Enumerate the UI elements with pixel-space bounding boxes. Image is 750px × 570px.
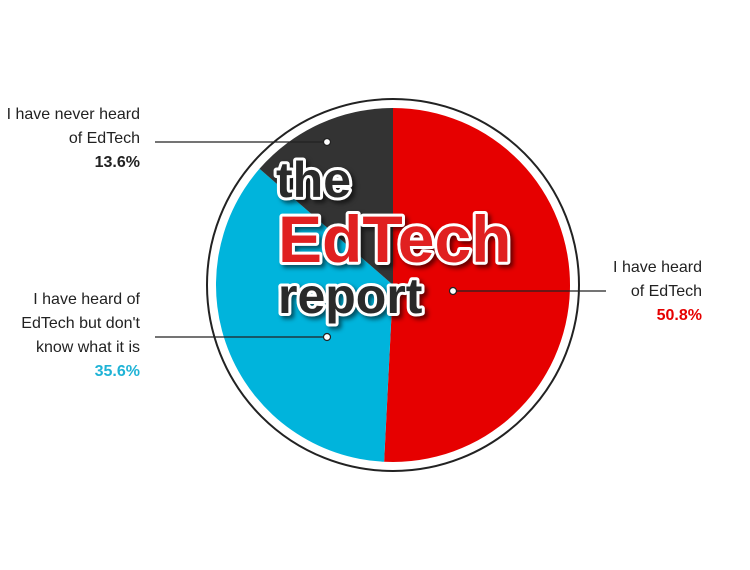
logo-text: EdTech — [278, 202, 511, 276]
pie-ring — [206, 98, 580, 472]
pie-slice — [384, 108, 571, 462]
leader-dot — [448, 286, 458, 296]
category-label: I have heard of EdTech but don't know wh… — [21, 291, 140, 356]
category-label: I have heard of EdTech — [613, 259, 702, 300]
logo-text: report — [278, 268, 423, 324]
slice-label: I have heard of EdTech but don't know wh… — [0, 288, 140, 384]
slice-label: I have heard of EdTech 50.8% — [606, 256, 702, 328]
logo-text: the — [276, 152, 351, 208]
pie-slice — [216, 168, 393, 462]
leader-dot — [322, 332, 332, 342]
value-label: 13.6% — [94, 154, 140, 171]
category-label: I have never heard of EdTech — [6, 106, 140, 147]
value-label: 50.8% — [656, 307, 702, 324]
slice-label: I have never heard of EdTech 13.6% — [0, 103, 140, 175]
value-label: 35.6% — [94, 363, 140, 380]
leader-dot — [322, 137, 332, 147]
pie-slice — [259, 108, 393, 285]
